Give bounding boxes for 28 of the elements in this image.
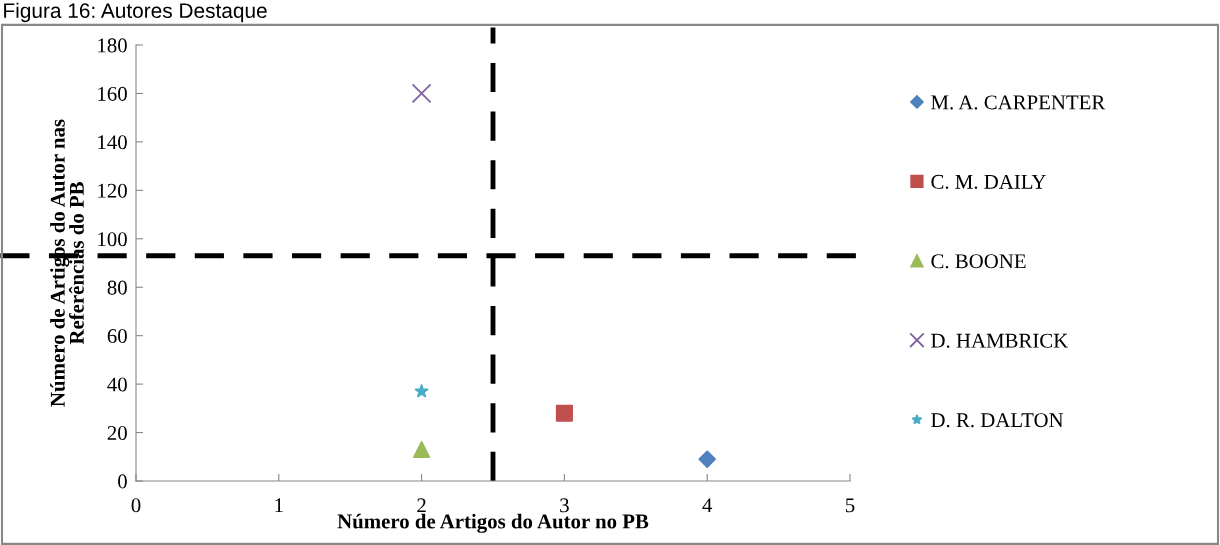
y-tick-label: 20	[107, 425, 127, 440]
point	[413, 440, 431, 459]
legend-label: D. R. DALTON	[931, 413, 1064, 428]
x-tick-label: 2	[417, 498, 426, 513]
legend-label: C. M. DAILY	[931, 174, 1046, 189]
point	[555, 404, 573, 422]
y-tick-label: 60	[107, 329, 127, 344]
point	[411, 83, 432, 104]
y-tick-label: 180	[98, 38, 127, 53]
x-tick-label: 0	[131, 498, 141, 513]
x-tick-label: 5	[846, 498, 855, 513]
x-tick-label: 4	[702, 498, 713, 513]
legend-label: C. BOONE	[931, 254, 1026, 269]
y-tick-label: 140	[98, 135, 127, 150]
x-axis-title: Número de Artigos do Autor no PB	[337, 513, 649, 533]
y-tick-label: 40	[107, 377, 127, 392]
legend-label: D. HAMBRICK	[931, 333, 1069, 348]
point	[414, 384, 429, 398]
point	[698, 450, 716, 468]
y-tick-label: 80	[107, 280, 127, 295]
x-tick-label: 1	[275, 498, 283, 513]
x-tick-label: 3	[560, 498, 569, 513]
y-tick-label: 160	[98, 86, 127, 101]
chart-title: Figura 16: Autores Destaque	[4, 2, 267, 23]
y-tick-label: 100	[98, 232, 127, 247]
y-tick-label: 120	[98, 183, 127, 198]
legend-label: M. A. CARPENTER	[931, 95, 1106, 110]
y-tick-label: 0	[118, 474, 127, 489]
